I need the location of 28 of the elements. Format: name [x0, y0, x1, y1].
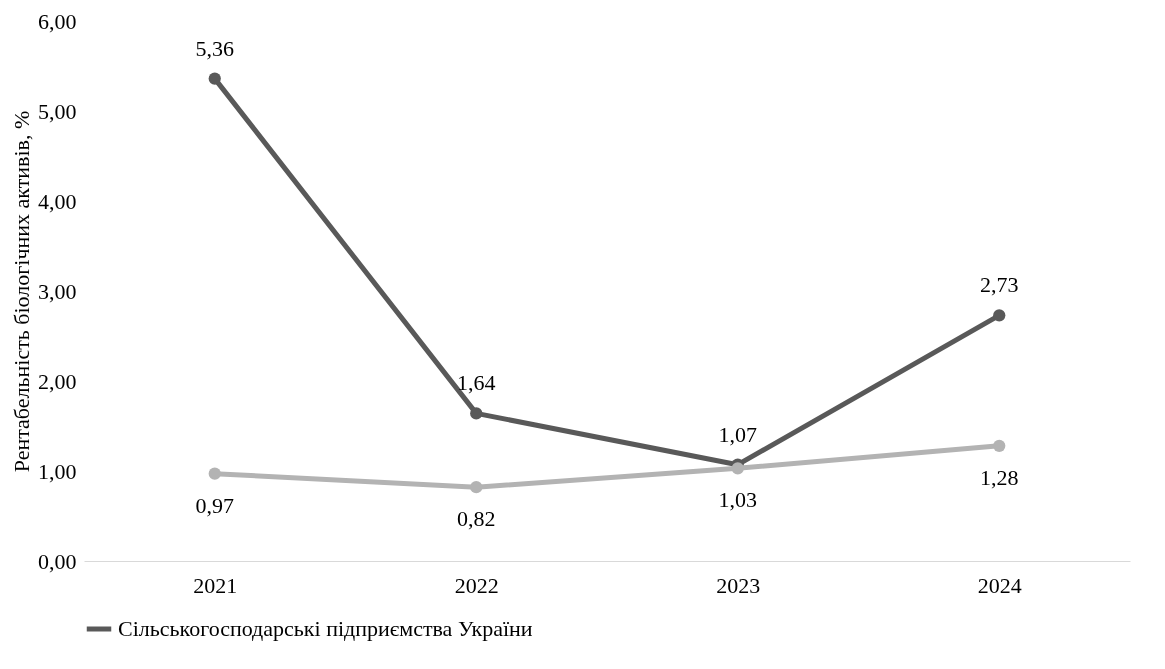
data-label: 1,03 [718, 487, 757, 513]
y-tick-label: 3,00 [38, 278, 77, 304]
y-tick-label: 5,00 [38, 98, 77, 124]
y-tick-label: 1,00 [38, 458, 77, 484]
point [208, 467, 221, 480]
legend-label: Сільськогосподарські підприємства України [118, 616, 533, 641]
point [993, 309, 1006, 322]
x-tick-label: 2022 [454, 572, 499, 598]
point [731, 462, 744, 475]
data-label: 2,73 [980, 272, 1019, 298]
data-label: 1,07 [718, 421, 757, 447]
x-tick-label: 2021 [193, 572, 238, 598]
data-label: 1,64 [457, 370, 496, 396]
data-label: 0,97 [195, 492, 234, 518]
point [208, 72, 221, 85]
y-tick-label: 2,00 [38, 368, 77, 394]
point [470, 481, 483, 494]
y-tick-label: 4,00 [38, 188, 77, 214]
x-tick-label: 2023 [716, 572, 761, 598]
y-tick-label: 6,00 [38, 8, 77, 34]
point [993, 439, 1006, 452]
data-label: 5,36 [195, 35, 234, 61]
y-axis-title: Рентабельність біологічних активів, % [9, 110, 34, 473]
data-label: 0,82 [457, 506, 496, 532]
point [470, 407, 483, 420]
y-tick-label: 0,00 [38, 548, 77, 574]
x-tick-label: 2024 [977, 572, 1022, 598]
data-label: 1,28 [980, 464, 1019, 490]
